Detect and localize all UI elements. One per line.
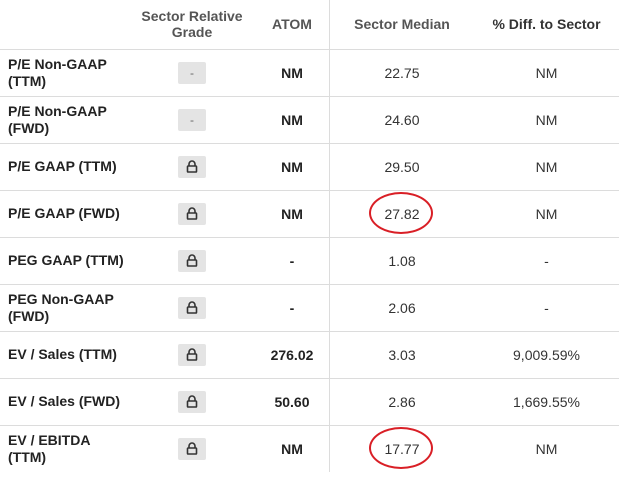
table-row: EV / Sales (FWD) 50.60 2.86 1,669.55%: [0, 377, 619, 425]
header-sector-median: Sector Median: [329, 0, 474, 49]
sector-relative-grade-cell: [129, 142, 255, 190]
sector-median-value: 24.60: [384, 111, 420, 128]
header-atom: ATOM: [272, 16, 312, 33]
header-sector-relative-grade: Sector Relative Grade: [141, 8, 243, 41]
table-row: EV / Sales (TTM) 276.02 3.03 9,009.59%: [0, 330, 619, 378]
diff-to-sector-value: 1,669.55%: [474, 377, 619, 425]
sector-median-value: 3.03: [388, 346, 416, 363]
header-row: Sector Relative Grade ATOM Sector Median…: [0, 0, 619, 49]
table-row: PEG GAAP (TTM) - 1.08 -: [0, 236, 619, 284]
metric-label: EV / EBITDA (TTM): [0, 424, 129, 472]
lock-icon[interactable]: [178, 390, 206, 413]
atom-value: -: [255, 283, 330, 331]
diff-to-sector-value: NM: [474, 142, 619, 190]
diff-to-sector-value: NM: [474, 95, 619, 143]
highlight-ring: [368, 426, 433, 469]
diff-to-sector-value: -: [474, 236, 619, 284]
table-row: P/E GAAP (TTM) NM 29.50 NM: [0, 142, 619, 190]
grade-badge: -: [178, 61, 206, 84]
atom-value: 50.60: [255, 377, 330, 425]
header-metric: [0, 0, 129, 49]
sector-relative-grade-cell: [129, 377, 255, 425]
metric-label: P/E Non-GAAP (TTM): [0, 48, 129, 96]
metric-label: PEG Non-GAAP (FWD): [0, 283, 129, 331]
atom-value: NM: [255, 142, 330, 190]
table-row: PEG Non-GAAP (FWD) - 2.06 -: [0, 283, 619, 331]
sector-median-cell: 2.06: [329, 283, 474, 331]
sector-relative-grade-cell: -: [129, 95, 255, 143]
metric-label: P/E Non-GAAP (FWD): [0, 95, 129, 143]
sector-median-value: 22.75: [384, 64, 420, 81]
sector-relative-grade-cell: [129, 283, 255, 331]
diff-to-sector-value: -: [474, 283, 619, 331]
lock-icon[interactable]: [178, 249, 206, 272]
metric-label: P/E GAAP (FWD): [0, 189, 129, 237]
sector-median-cell: 2.86: [329, 377, 474, 425]
sector-relative-grade-cell: [129, 236, 255, 284]
atom-value: NM: [255, 189, 330, 237]
sector-median-value: 29.50: [384, 158, 420, 175]
sector-median-value: 2.06: [388, 299, 416, 316]
table-row: P/E Non-GAAP (TTM) - NM 22.75 NM: [0, 48, 619, 96]
table-row: EV / EBITDA (TTM) NM 17.77 NM: [0, 424, 619, 472]
highlighted-value: 17.77: [368, 426, 433, 469]
highlighted-value: 27.82: [368, 191, 433, 234]
atom-value: -: [255, 236, 330, 284]
diff-to-sector-value: NM: [474, 48, 619, 96]
sector-median-cell: 24.60: [329, 95, 474, 143]
lock-icon[interactable]: [178, 155, 206, 178]
atom-value: NM: [255, 48, 330, 96]
sector-relative-grade-cell: [129, 330, 255, 378]
metric-label: P/E GAAP (TTM): [0, 142, 129, 190]
grade-badge: -: [178, 108, 206, 131]
atom-value: NM: [255, 95, 330, 143]
table-row: P/E GAAP (FWD) NM 27.82 NM: [0, 189, 619, 237]
sector-median-cell: 22.75: [329, 48, 474, 96]
lock-icon[interactable]: [178, 296, 206, 319]
atom-value: NM: [255, 424, 330, 472]
table-row: P/E Non-GAAP (FWD) - NM 24.60 NM: [0, 95, 619, 143]
sector-median-cell: 17.77: [329, 424, 474, 472]
sector-relative-grade-cell: [129, 424, 255, 472]
diff-to-sector-value: NM: [474, 424, 619, 472]
diff-to-sector-value: NM: [474, 189, 619, 237]
metric-label: PEG GAAP (TTM): [0, 236, 129, 284]
sector-median-cell: 29.50: [329, 142, 474, 190]
sector-median-value: 2.86: [388, 393, 416, 410]
atom-value: 276.02: [255, 330, 330, 378]
sector-median-value: 1.08: [388, 252, 416, 269]
metric-label: EV / Sales (FWD): [0, 377, 129, 425]
lock-icon[interactable]: [178, 437, 206, 460]
lock-icon[interactable]: [178, 202, 206, 225]
sector-median-cell: 27.82: [329, 189, 474, 237]
lock-icon[interactable]: [178, 343, 206, 366]
sector-median-cell: 1.08: [329, 236, 474, 284]
sector-median-cell: 3.03: [329, 330, 474, 378]
sector-relative-grade-cell: [129, 189, 255, 237]
highlight-ring: [368, 191, 433, 234]
diff-to-sector-value: 9,009.59%: [474, 330, 619, 378]
header-diff-to-sector: % Diff. to Sector: [492, 16, 601, 33]
metric-label: EV / Sales (TTM): [0, 330, 129, 378]
sector-relative-grade-cell: -: [129, 48, 255, 96]
